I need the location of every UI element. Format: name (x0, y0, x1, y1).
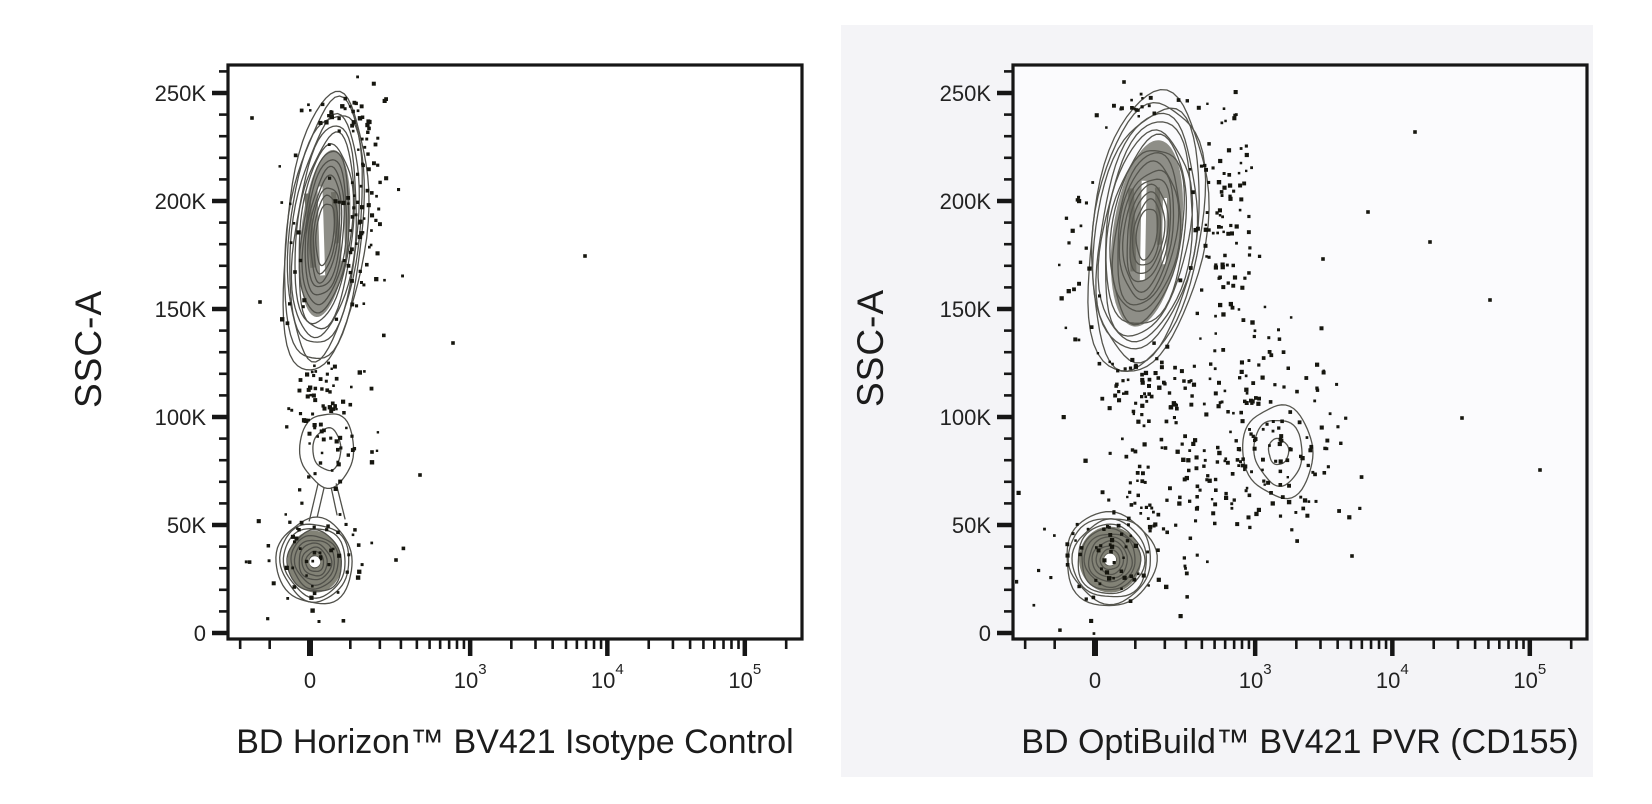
svg-text:50K: 50K (167, 513, 206, 538)
svg-text:105: 105 (728, 661, 761, 693)
scatter-events (244, 75, 587, 623)
y-axis-title-left: SSC-A (68, 289, 109, 409)
svg-text:0: 0 (1089, 668, 1101, 693)
svg-text:100K: 100K (940, 405, 992, 430)
svg-text:150K: 150K (155, 297, 207, 322)
x-axis-title-pvr-cd155: BD OptiBuild™ BV421 PVR (CD155) (1021, 723, 1579, 761)
svg-text:103: 103 (454, 661, 487, 693)
svg-text:250K: 250K (940, 81, 992, 106)
svg-text:104: 104 (1376, 661, 1409, 693)
svg-text:0: 0 (194, 621, 206, 646)
plot-isotype-control: 0 50K 100K 150K 200K 250K 0 103 104 105 (155, 63, 804, 693)
y-axis: 0 50K 100K 150K 200K 250K (940, 70, 1013, 646)
y-axis: 0 50K 100K 150K 200K 250K (155, 70, 228, 646)
svg-text:0: 0 (304, 668, 316, 693)
x-axis: 0 103 104 105 (238, 639, 788, 693)
svg-text:104: 104 (591, 661, 624, 693)
svg-text:105: 105 (1513, 661, 1546, 693)
svg-text:150K: 150K (940, 297, 992, 322)
svg-text:250K: 250K (155, 81, 207, 106)
svg-text:103: 103 (1239, 661, 1272, 693)
svg-text:200K: 200K (940, 189, 992, 214)
scatter-events (1015, 80, 1542, 635)
svg-text:200K: 200K (155, 189, 207, 214)
svg-text:50K: 50K (952, 513, 991, 538)
x-axis-title-isotype-control: BD Horizon™ BV421 Isotype Control (236, 723, 794, 761)
y-axis-title-right: SSC-A (850, 288, 891, 408)
svg-text:0: 0 (979, 621, 991, 646)
plot-pvr-cd155: 0 50K 100K 150K 200K 250K 0 103 104 105 (940, 63, 1589, 693)
x-axis: 0 103 104 105 (1023, 639, 1573, 693)
svg-text:100K: 100K (155, 405, 207, 430)
